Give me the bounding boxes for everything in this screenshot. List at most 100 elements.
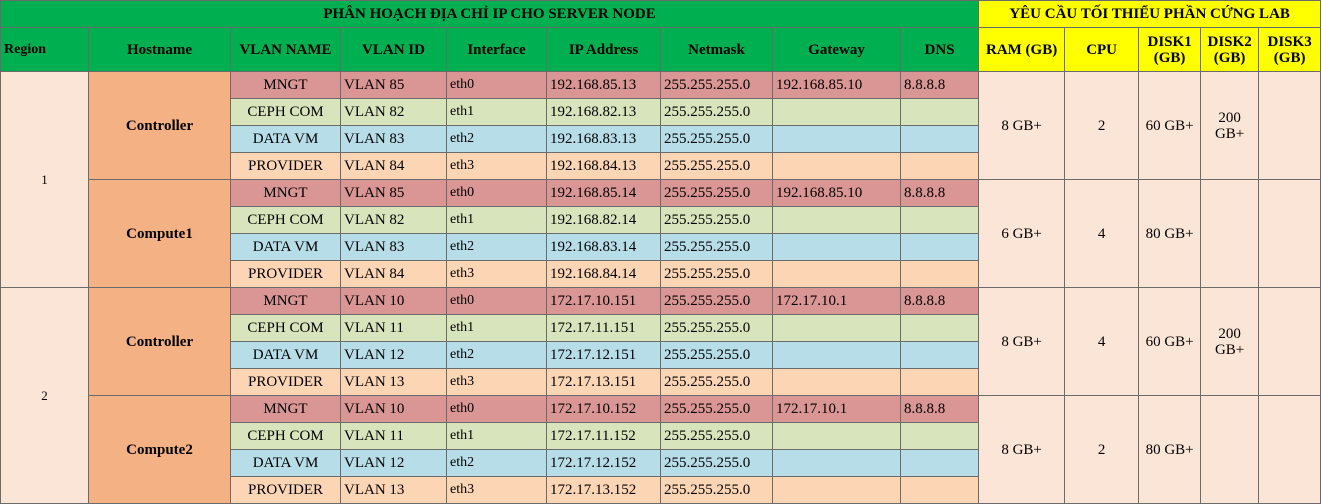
vlan-name-cell: MNGT [230,287,341,315]
vlan-name-cell: CEPH COM [230,206,341,234]
netmask-cell: 255.255.255.0 [660,206,773,234]
ram-cell: 8 GB+ [978,395,1066,504]
netmask-cell: 255.255.255.0 [660,233,773,261]
ip-address-cell: 192.168.82.14 [546,206,661,234]
header-disk3: DISK3 (GB) [1258,27,1322,72]
table-row: DATA VM VLAN 83 eth2 192.168.83.14 255.2… [1,233,1321,261]
vlan-name-cell: MNGT [230,179,341,207]
gateway-cell [772,260,901,288]
vlan-name-cell: PROVIDER [230,152,341,180]
ip-address-cell: 192.168.84.14 [546,260,661,288]
region-cell: 1 [0,71,89,288]
netmask-cell: 255.255.255.0 [660,179,773,207]
cpu-cell: 4 [1064,287,1140,396]
dns-cell: 8.8.8.8 [899,287,980,315]
table-row: DATA VM VLAN 12 eth2 172.17.12.152 255.2… [1,449,1321,477]
gateway-cell [772,422,901,450]
ip-address-cell: 172.17.13.151 [546,368,661,396]
interface-cell: eth2 [446,233,547,261]
netmask-cell: 255.255.255.0 [660,71,773,99]
netmask-cell: 255.255.255.0 [660,368,773,396]
disk2-cell: 200 GB+ [1200,71,1260,180]
header-dns: DNS [899,27,980,72]
vlan-name-cell: DATA VM [230,233,341,261]
dns-cell [899,125,980,153]
vlan-id-cell: VLAN 85 [340,179,447,207]
netmask-cell: 255.255.255.0 [660,341,773,369]
vlan-id-cell: VLAN 84 [340,152,447,180]
header-gateway: Gateway [772,27,901,72]
vlan-name-cell: DATA VM [230,449,341,477]
interface-cell: eth1 [446,206,547,234]
disk2-cell: 200 GB+ [1200,287,1260,396]
gateway-cell [772,368,901,396]
netmask-cell: 255.255.255.0 [660,98,773,126]
ram-cell: 6 GB+ [978,179,1066,288]
table-row: CEPH COM VLAN 11 eth1 172.17.11.151 255.… [1,314,1321,342]
ip-address-cell: 172.17.12.152 [546,449,661,477]
table-row: 1 Controller MNGT VLAN 85 eth0 192.168.8… [0,71,1322,288]
region-cell: 2 [0,287,89,504]
dns-cell [899,341,980,369]
disk1-cell: 60 GB+ [1138,287,1202,396]
interface-cell: eth1 [446,422,547,450]
interface-cell: eth0 [446,395,547,423]
disk1-cell: 60 GB+ [1138,71,1202,180]
ip-address-cell: 172.17.10.151 [546,287,661,315]
table-row: Compute1 MNGT VLAN 85 eth0 192.168.85.14… [1,179,1322,288]
dns-cell [899,260,980,288]
vlan-id-cell: VLAN 82 [340,98,447,126]
header-ip-address: IP Address [546,27,661,72]
ip-address-cell: 172.17.13.152 [546,476,661,504]
hostname-cell: Compute2 [88,395,231,504]
dns-cell: 8.8.8.8 [899,71,980,99]
vlan-id-cell: VLAN 12 [340,449,447,477]
interface-cell: eth2 [446,341,547,369]
ip-address-cell: 192.168.85.13 [546,71,661,99]
cpu-cell: 4 [1064,179,1140,288]
dns-cell [899,368,980,396]
vlan-name-cell: PROVIDER [230,368,341,396]
ip-address-cell: 172.17.10.152 [546,395,661,423]
table-row: PROVIDER VLAN 13 eth3 172.17.13.151 255.… [1,368,1321,396]
gateway-cell [772,476,901,504]
gateway-cell: 172.17.10.1 [772,395,901,423]
ip-plan-body: 1 Controller MNGT VLAN 85 eth0 192.168.8… [0,71,1322,504]
hostname-cell: Compute1 [88,179,231,288]
gateway-cell: 172.17.10.1 [772,287,901,315]
ip-address-cell: 192.168.82.13 [546,98,661,126]
vlan-name-cell: PROVIDER [230,476,341,504]
header-ram: RAM (GB) [978,27,1066,72]
table-row: CEPH COM VLAN 82 eth1 192.168.82.13 255.… [1,98,1321,126]
netmask-cell: 255.255.255.0 [660,314,773,342]
disk3-cell [1258,395,1322,504]
vlan-id-cell: VLAN 10 [340,395,447,423]
table-row: DATA VM VLAN 83 eth2 192.168.83.13 255.2… [1,125,1321,153]
table-row: 2 Controller MNGT VLAN 10 eth0 172.17.10… [0,287,1322,504]
vlan-id-cell: VLAN 85 [340,71,447,99]
table-row: PROVIDER VLAN 84 eth3 192.168.84.14 255.… [1,260,1321,288]
vlan-id-cell: VLAN 12 [340,341,447,369]
header-disk1: DISK1 (GB) [1138,27,1202,72]
dns-cell [899,206,980,234]
header-vlan-name: VLAN NAME [230,27,341,72]
interface-cell: eth2 [446,449,547,477]
cpu-cell: 2 [1064,395,1140,504]
ip-plan-title: PHÂN HOẠCH ĐỊA CHỈ IP CHO SERVER NODE [0,0,980,28]
ram-cell: 8 GB+ [978,71,1066,180]
interface-cell: eth0 [446,287,547,315]
dns-cell [899,476,980,504]
gateway-cell: 192.168.85.10 [772,71,901,99]
header-disk2: DISK2 (GB) [1200,27,1260,72]
header-interface: Interface [446,27,547,72]
netmask-cell: 255.255.255.0 [660,260,773,288]
vlan-id-cell: VLAN 13 [340,368,447,396]
vlan-name-cell: CEPH COM [230,98,341,126]
dns-cell [899,422,980,450]
header-cpu: CPU [1064,27,1140,72]
gateway-cell [772,233,901,261]
vlan-name-cell: DATA VM [230,341,341,369]
dns-cell [899,449,980,477]
interface-cell: eth3 [446,260,547,288]
vlan-id-cell: VLAN 11 [340,314,447,342]
